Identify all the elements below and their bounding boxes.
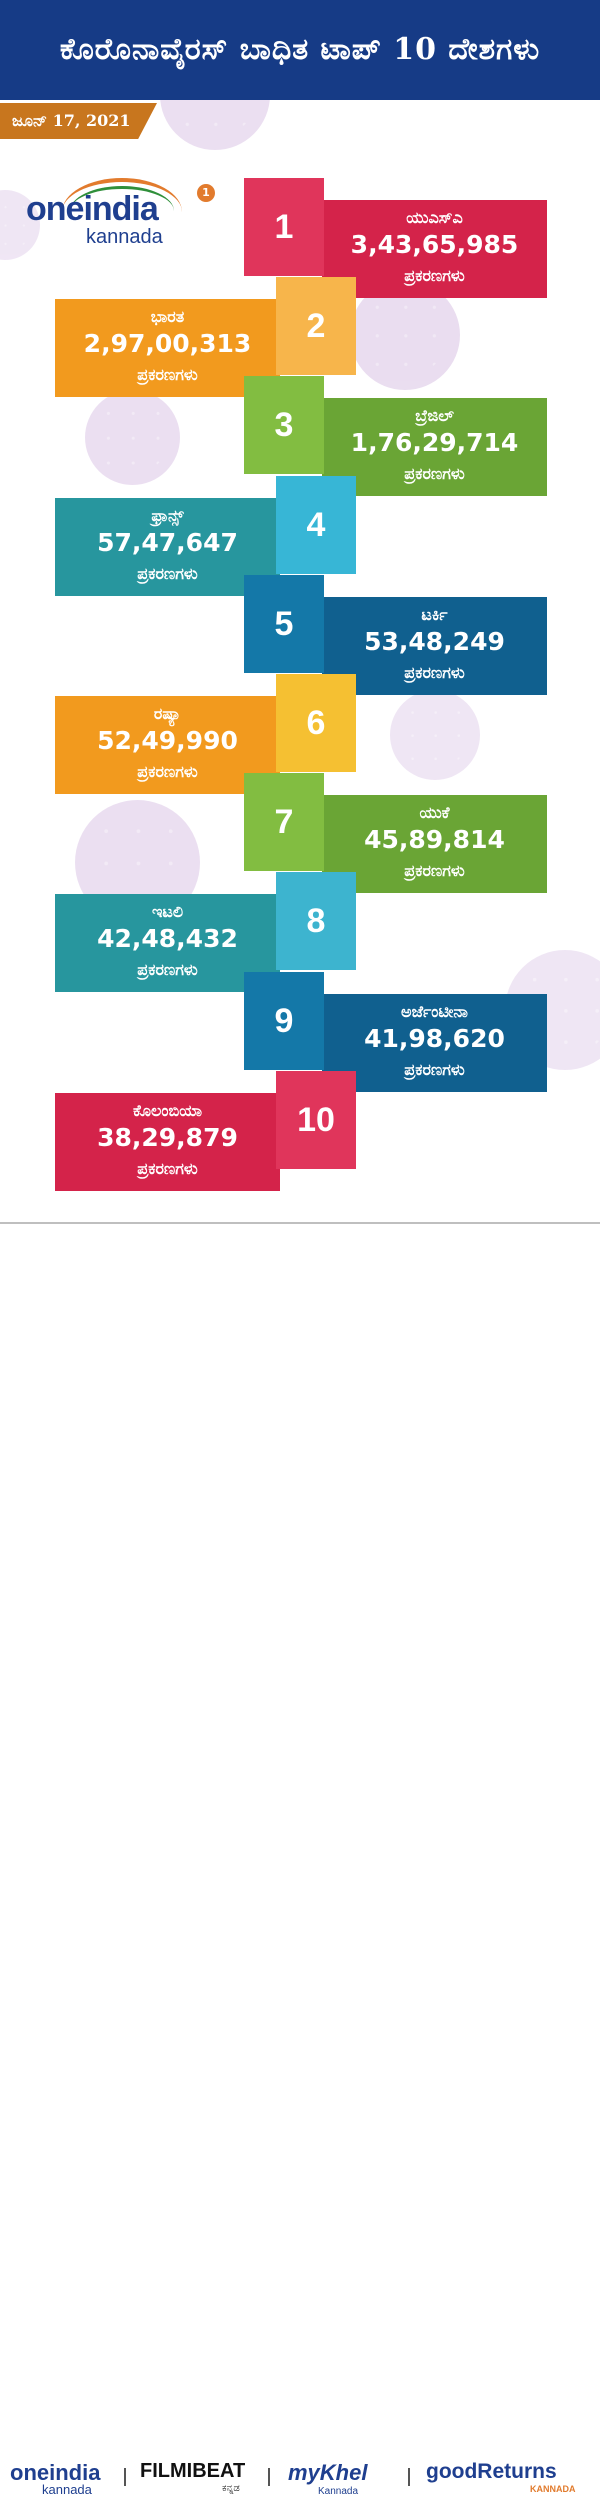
case-count: 45,89,814 (364, 825, 505, 854)
case-count: 41,98,620 (364, 1024, 505, 1053)
footer-logo-filmibeat: FILMIBEAT ಕನ್ನಡ (140, 2460, 245, 2494)
country-name: ಯುಎಸ್ಎ (406, 208, 463, 227)
case-count: 52,49,990 (97, 726, 238, 755)
cases-label: ಪ್ರಕರಣಗಳು (404, 663, 465, 682)
country-name: ಭಾರತ (150, 307, 185, 326)
rank-number-9: 9 (244, 972, 324, 1070)
rank-number-6: 6 (276, 674, 356, 772)
country-name: ಅರ್ಜೆಂಟೀನಾ (401, 1002, 468, 1021)
country-card-10: ಕೊಲಂಬಿಯಾ 38,29,879 ಪ್ರಕರಣಗಳು (55, 1093, 280, 1191)
footer-separator (408, 2468, 410, 2486)
rank-number-10: 10 (276, 1071, 356, 1169)
case-count: 3,43,65,985 (350, 230, 519, 259)
case-count: 38,29,879 (97, 1123, 238, 1152)
case-count: 42,48,432 (97, 924, 238, 953)
footer-logo-filmibeat-name: FILMIBEAT (140, 2460, 246, 2482)
virus-decoration (350, 280, 460, 390)
country-name: ರಷ್ಯಾ (153, 704, 182, 723)
country-card-7: ಯುಕೆ 45,89,814 ಪ್ರಕರಣಗಳು (322, 795, 547, 893)
country-card-9: ಅರ್ಜೆಂಟೀನಾ 41,98,620 ಪ್ರಕರಣಗಳು (322, 994, 547, 1092)
brand-logo-badge: 1 (197, 184, 215, 202)
country-card-5: ಟರ್ಕಿ 53,48,249 ಪ್ರಕರಣಗಳು (322, 597, 547, 695)
footer-logo-mykhel-sub: Kannada (318, 2486, 359, 2497)
virus-decoration (85, 390, 180, 485)
case-count: 57,47,647 (97, 528, 238, 557)
country-name: ಯುಕೆ (419, 803, 450, 822)
country-card-4: ಫ್ರಾನ್ಸ್ 57,47,647 ಪ್ರಕರಣಗಳು (55, 498, 280, 596)
cases-label: ಪ್ರಕರಣಗಳು (404, 1060, 465, 1079)
brand-logo-name: oneindia (26, 190, 159, 228)
footer-logo-goodreturns-name: goodReturns (426, 2460, 557, 2483)
country-card-6: ರಷ್ಯಾ 52,49,990 ಪ್ರಕರಣಗಳು (55, 696, 280, 794)
footer-divider (0, 1222, 600, 1224)
cases-label: ಪ್ರಕರಣಗಳು (137, 960, 198, 979)
country-card-3: ಬ್ರೆಜಿಲ್ 1,76,29,714 ಪ್ರಕರಣಗಳು (322, 398, 547, 496)
footer-separator (268, 2468, 270, 2486)
brand-logo-sub: kannada (86, 226, 163, 248)
logo-arc-green (70, 186, 174, 211)
country-name: ಬ್ರೆಜಿಲ್ (415, 406, 454, 425)
country-name: ಟರ್ಕಿ (421, 605, 448, 624)
rank-number-3: 3 (244, 376, 324, 474)
rank-number-7: 7 (244, 773, 324, 871)
footer-separator (124, 2468, 126, 2486)
footer-logo-filmibeat-sub: ಕನ್ನಡ (222, 2483, 240, 2494)
footer-logo-goodreturns-sub: KANNADA (530, 2484, 576, 2494)
footer-logo-oneindia-sub: kannada (42, 2482, 92, 2497)
cases-label: ಪ್ರಕರಣಗಳು (404, 464, 465, 483)
cases-label: ಪ್ರಕರಣಗಳು (137, 564, 198, 583)
page-title: ಕೊರೊನಾವೈರಸ್ ಬಾಧಿತ ಟಾಪ್ 10 ದೇಶಗಳು (59, 32, 541, 67)
footer-logo-mykhel-name: myKhel (288, 2460, 368, 2485)
country-name: ಇಟಲಿ (151, 902, 184, 921)
country-card-1: ಯುಎಸ್ಎ 3,43,65,985 ಪ್ರಕರಣಗಳು (322, 200, 547, 298)
cases-label: ಪ್ರಕರಣಗಳು (137, 1159, 198, 1178)
virus-decoration (390, 690, 480, 780)
country-name: ಫ್ರಾನ್ಸ್ (151, 506, 184, 525)
footer-logo-mykhel: myKhel Kannada (288, 2460, 367, 2497)
case-count: 2,97,00,313 (83, 329, 252, 358)
date-banner (0, 103, 157, 139)
rank-number-5: 5 (244, 575, 324, 673)
footer-logos: oneindia kannada FILMIBEAT ಕನ್ನಡ myKhel … (0, 1226, 600, 2497)
logo-arc-orange (62, 178, 182, 212)
cases-label: ಪ್ರಕರಣಗಳು (137, 762, 198, 781)
case-count: 1,76,29,714 (350, 428, 519, 457)
footer-logo-oneindia: oneindia kannada (10, 2460, 100, 2497)
rank-number-8: 8 (276, 872, 356, 970)
rank-number-1: 1 (244, 178, 324, 276)
cases-label: ಪ್ರಕರಣಗಳು (404, 861, 465, 880)
header-bar (0, 0, 600, 100)
cases-label: ಪ್ರಕರಣಗಳು (404, 266, 465, 285)
country-name: ಕೊಲಂಬಿಯಾ (132, 1101, 203, 1120)
rank-number-4: 4 (276, 476, 356, 574)
country-card-8: ಇಟಲಿ 42,48,432 ಪ್ರಕರಣಗಳು (55, 894, 280, 992)
cases-label: ಪ್ರಕರಣಗಳು (137, 365, 198, 384)
country-card-2: ಭಾರತ 2,97,00,313 ಪ್ರಕರಣಗಳು (55, 299, 280, 397)
case-count: 53,48,249 (364, 627, 505, 656)
footer-logo-goodreturns: goodReturns KANNADA (426, 2460, 576, 2494)
date-label: ಜೂನ್ 17, 2021 (12, 111, 131, 130)
rank-number-2: 2 (276, 277, 356, 375)
